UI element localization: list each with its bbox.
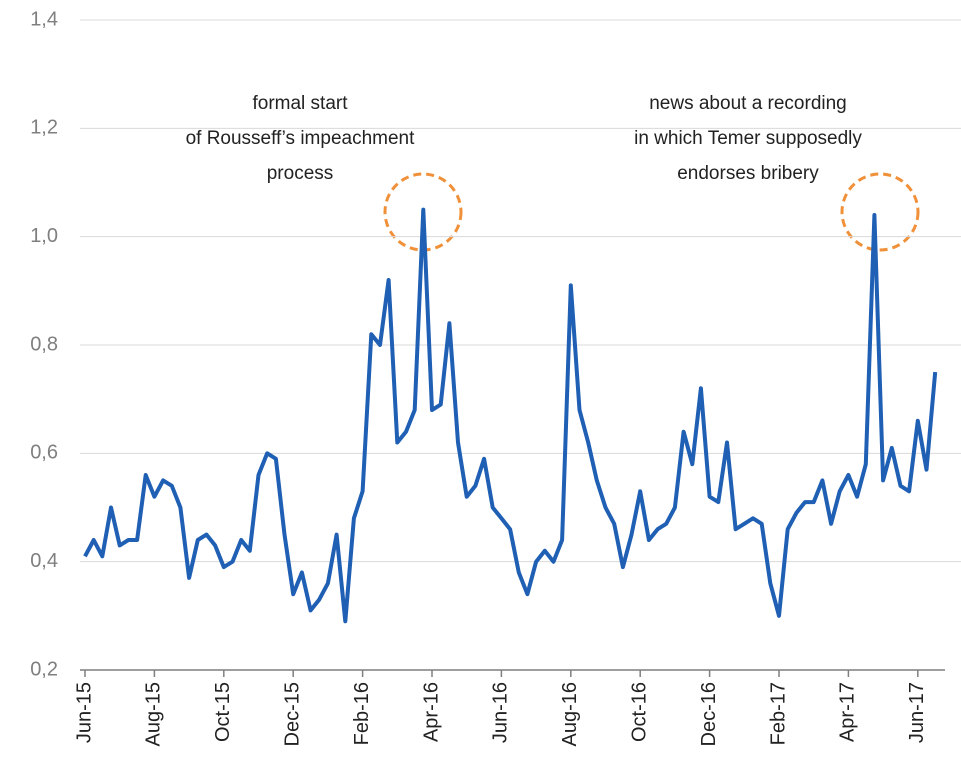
x-tick-label: Feb-17 [767, 682, 789, 745]
y-tick-label: 1,2 [30, 117, 58, 139]
y-tick-label: 0,2 [30, 658, 58, 680]
highlight-circle [840, 172, 920, 252]
x-tick-label: Apr-17 [837, 682, 859, 742]
y-tick-label: 1,4 [30, 8, 58, 30]
x-tick-label: Dec-16 [698, 682, 720, 746]
x-tick-label: Jun-17 [906, 682, 928, 743]
y-tick-label: 0,6 [30, 442, 58, 464]
x-tick-label: Aug-16 [559, 682, 581, 747]
annotation: of Rousseff’s impeachment [186, 128, 416, 149]
annotation: endorses bribery [677, 163, 819, 184]
y-tick-label: 0,8 [30, 333, 58, 355]
x-tick-label: Jun-15 [73, 682, 95, 743]
annotation: process [267, 163, 334, 184]
y-tick-label: 1,0 [30, 225, 58, 247]
annotation: in which Temer supposedly [634, 128, 862, 149]
x-tick-label: Dec-15 [281, 682, 303, 746]
x-tick-label: Oct-16 [628, 682, 650, 742]
annotation: formal start [252, 93, 348, 114]
annotation: news about a recording [649, 93, 847, 114]
y-tick-label: 0,4 [30, 550, 58, 572]
x-tick-label: Oct-15 [212, 682, 234, 742]
x-tick-label: Feb-16 [351, 682, 373, 745]
data-line [83, 207, 938, 624]
x-tick-label: Jun-16 [490, 682, 512, 743]
x-tick-label: Aug-15 [143, 682, 165, 747]
x-tick-label: Apr-16 [420, 682, 442, 742]
